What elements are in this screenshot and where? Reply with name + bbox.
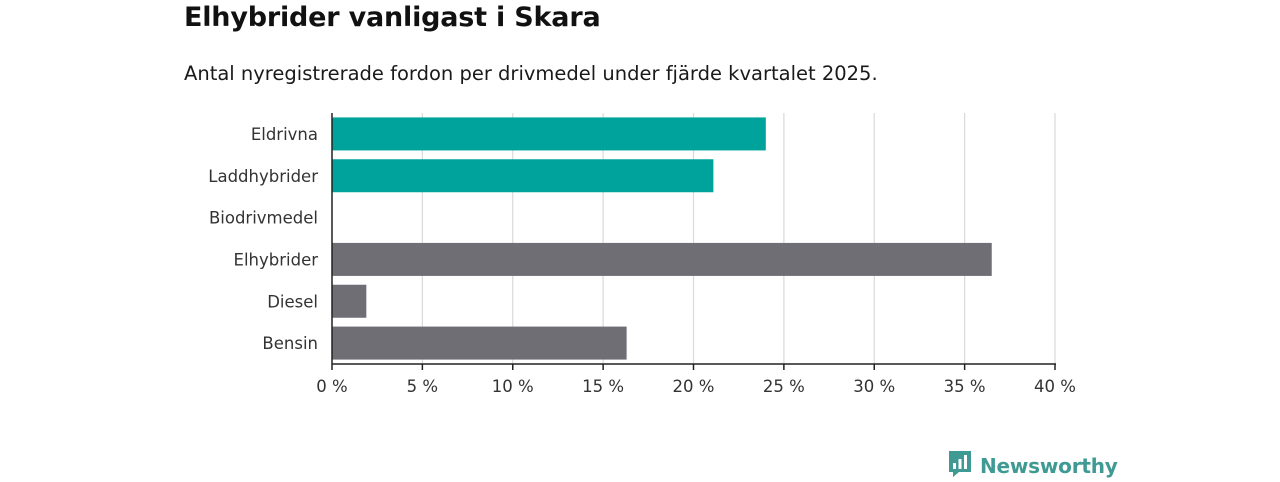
x-tick-label-5: 5 % <box>407 377 438 396</box>
bar-laddhybrider <box>332 159 714 193</box>
category-labels: Eldrivna Laddhybrider Biodrivmedel Elhybrid… <box>208 125 318 353</box>
chart-title: Elhybrider vanligast i Skara <box>184 2 601 33</box>
x-tick-label-30: 30 % <box>853 377 895 396</box>
x-tick-label-15: 15 % <box>582 377 624 396</box>
brand-name: Newsworthy <box>980 454 1118 478</box>
bar-diesel <box>332 284 367 318</box>
x-tick-label-10: 10 % <box>492 377 534 396</box>
category-label-biodrivmedel: Biodrivmedel <box>209 209 318 228</box>
newsworthy-logo-icon <box>948 450 972 482</box>
category-label-bensin: Bensin <box>262 334 318 353</box>
category-label-eldrivna: Eldrivna <box>251 125 318 144</box>
bar-elhybrider <box>332 242 992 276</box>
bar-chart: Eldrivna Laddhybrider Biodrivmedel Elhybrid… <box>208 113 1076 396</box>
x-tick-label-35: 35 % <box>944 377 986 396</box>
newsworthy-brand: Newsworthy <box>948 450 1118 482</box>
bar-eldrivna <box>332 117 766 151</box>
x-axis: 0 % 5 % 10 % 15 % 20 % 25 % 30 % 35 % 40 % <box>316 113 1076 396</box>
category-label-laddhybrider: Laddhybrider <box>208 167 318 186</box>
bar-bensin <box>332 326 627 360</box>
category-label-diesel: Diesel <box>267 292 318 311</box>
category-label-elhybrider: Elhybrider <box>234 250 319 269</box>
x-tick-label-25: 25 % <box>763 377 805 396</box>
bars <box>332 117 992 360</box>
x-tick-label-40: 40 % <box>1034 377 1076 396</box>
chart-subtitle: Antal nyregistrerade fordon per drivmede… <box>184 62 878 85</box>
grid-lines <box>421 113 1056 364</box>
x-tick-label-20: 20 % <box>673 377 715 396</box>
x-tick-label-0: 0 % <box>316 377 347 396</box>
